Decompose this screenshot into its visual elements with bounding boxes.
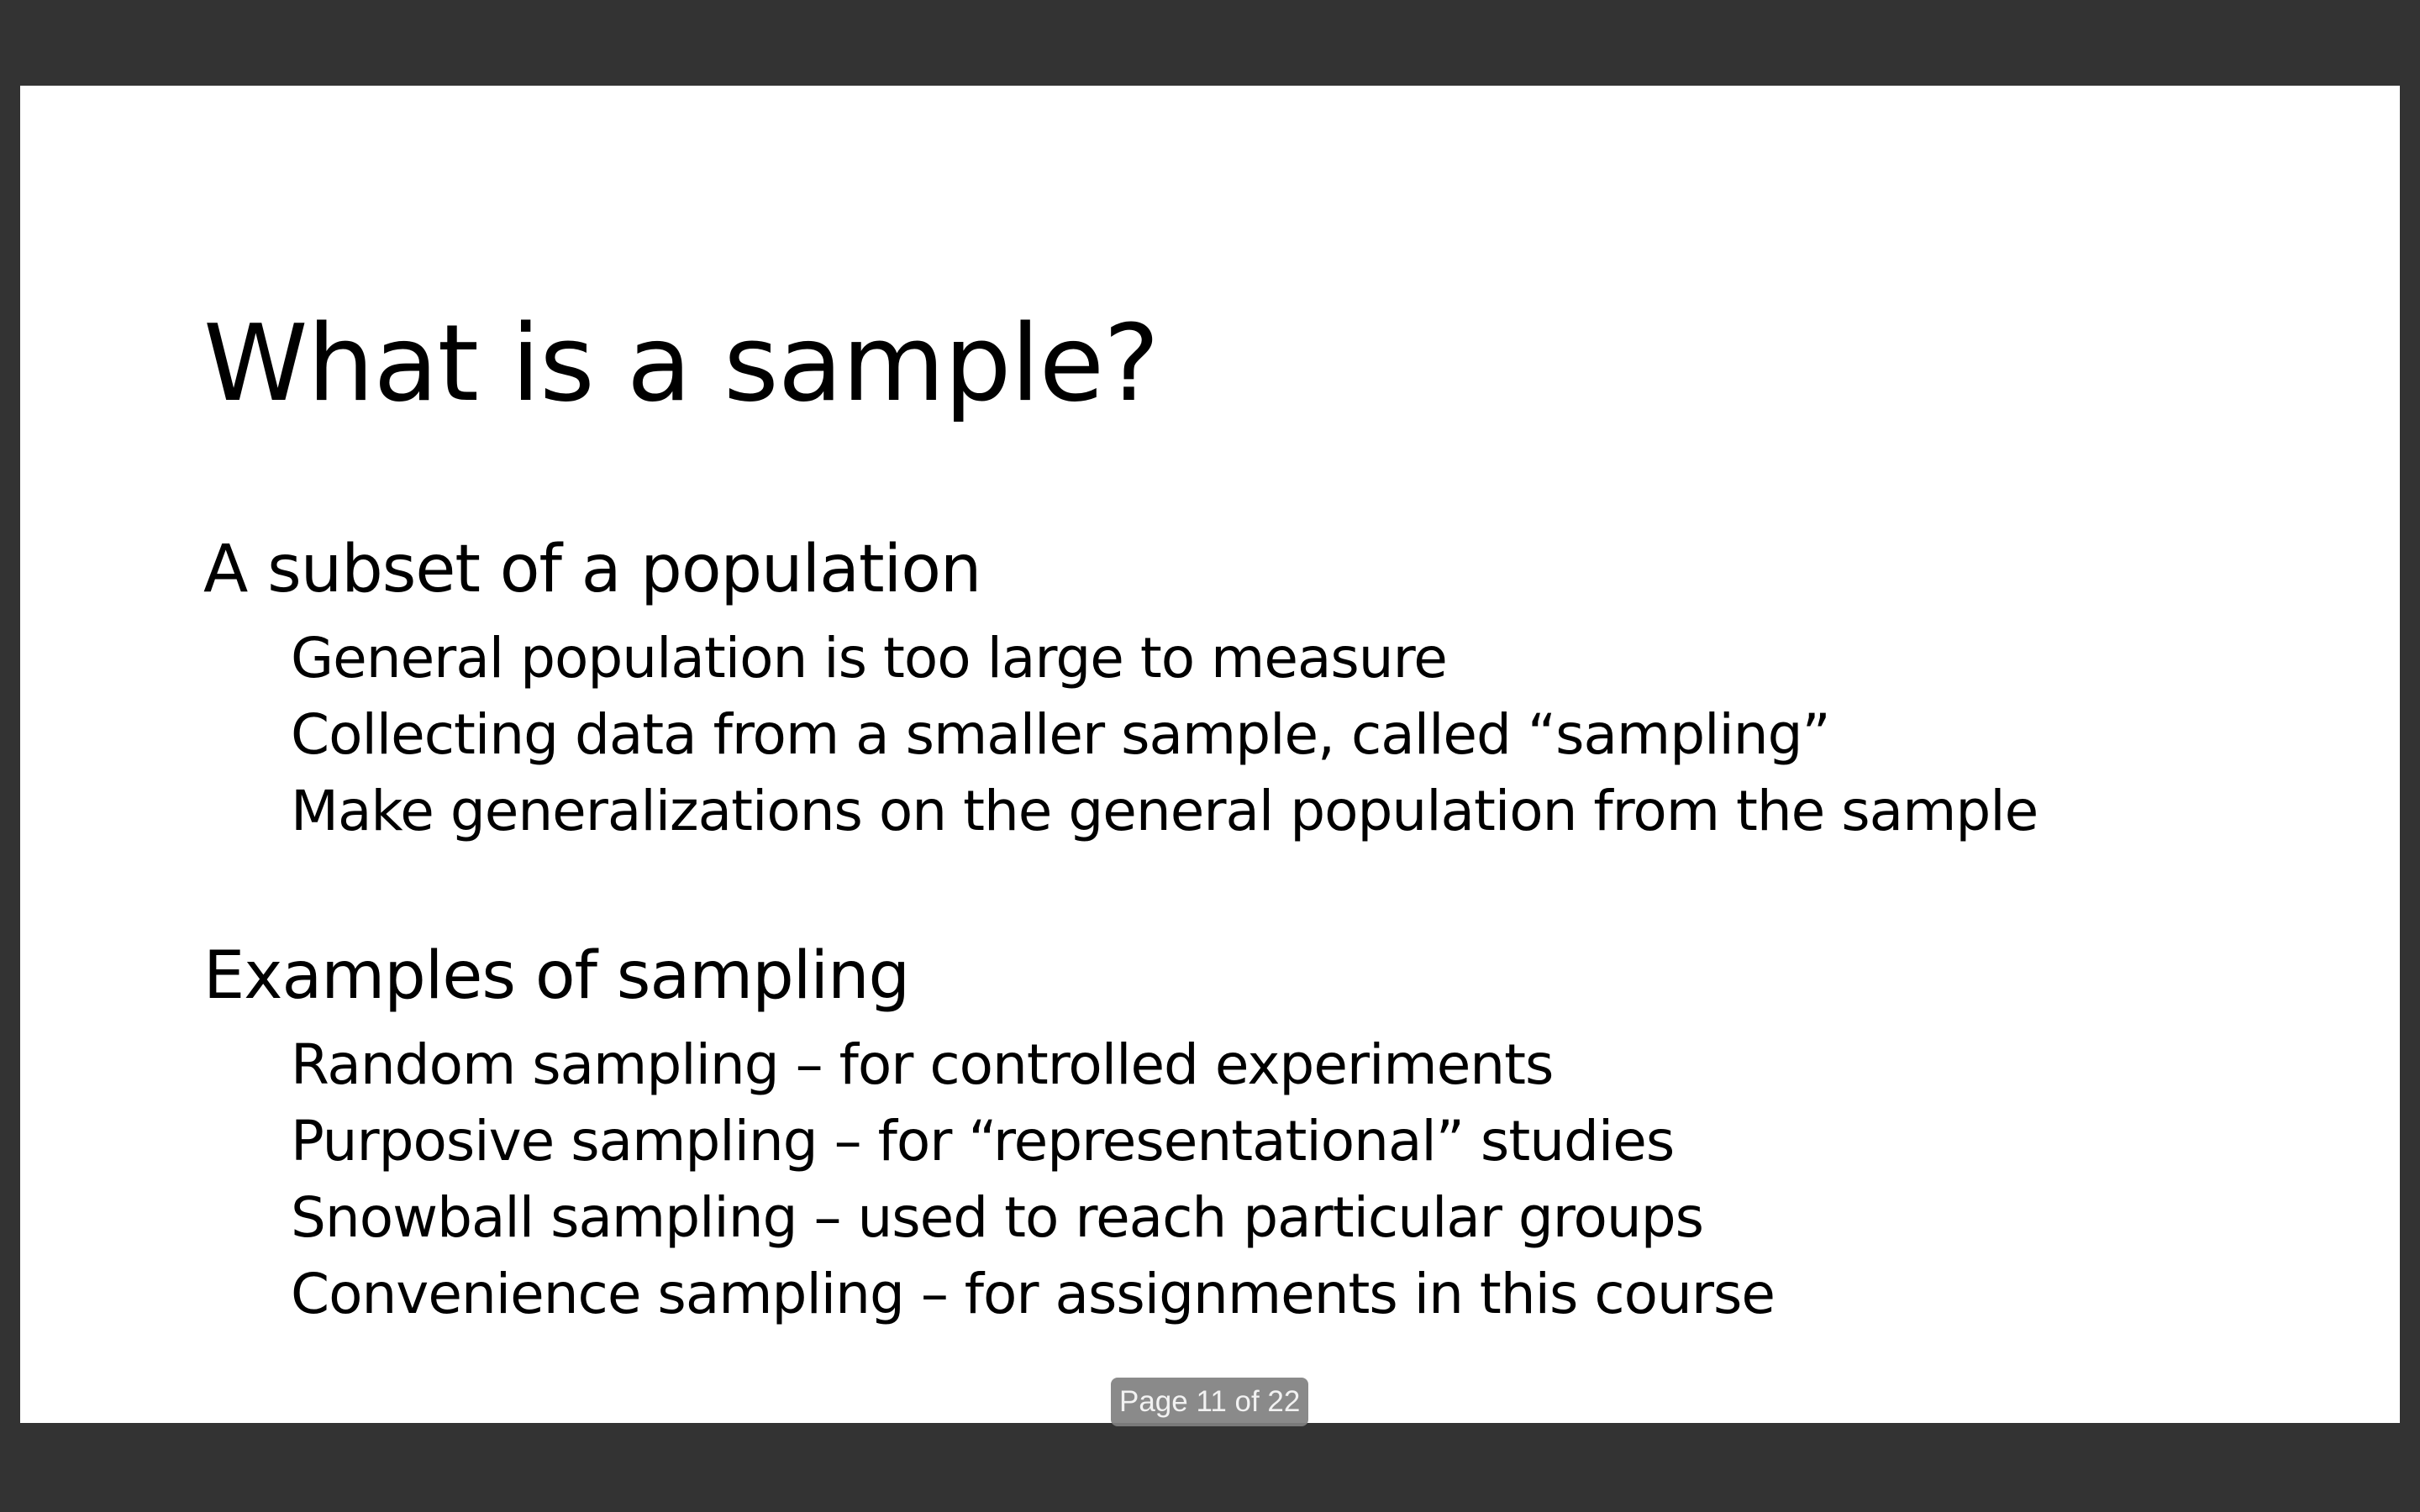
slide-page: What is a sample? A subset of a populati… [20,86,2400,1423]
bullet-item: General population is too large to measu… [291,626,1448,690]
slide-title: What is a sample? [203,302,1160,425]
bullet-item: Collecting data from a smaller sample, c… [291,702,1831,767]
page-indicator: Page 11 of 22 [1111,1378,1309,1426]
section-heading: Examples of sampling [203,938,910,1014]
section-heading: A subset of a population [203,532,981,607]
bullet-item: Convenience sampling – for assignments i… [291,1262,1776,1326]
bullet-item: Snowball sampling – used to reach partic… [291,1185,1704,1250]
bullet-item: Purposive sampling – for “representation… [291,1109,1675,1173]
section-examples-of-sampling: Examples of sampling Random sampling – f… [203,926,1776,1332]
section-subset-of-population: A subset of a population General populat… [203,519,2039,849]
bullet-item: Make generalizations on the general popu… [291,779,2039,843]
bullet-item: Random sampling – for controlled experim… [291,1032,1554,1097]
